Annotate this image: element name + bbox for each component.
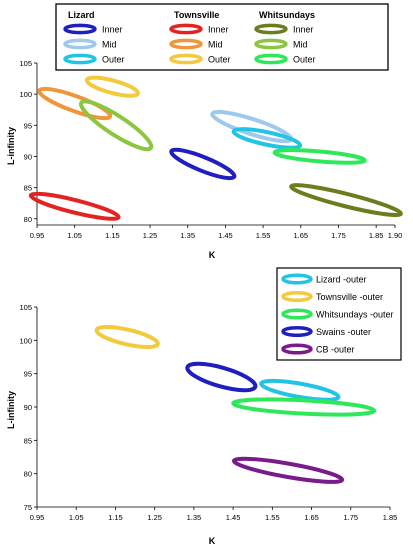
- legend-swatch: [281, 325, 313, 338]
- legend-label: Inner: [293, 25, 314, 35]
- chart-top: Lizard Townsville Whitsundays Inner Mid Ou…: [6, 3, 403, 260]
- x-tick-label: 1.65: [304, 513, 319, 522]
- legend-label: Lizard -outer: [316, 275, 367, 285]
- ellipse-townsville-inner: [28, 191, 121, 221]
- legend-group-title: Lizard: [68, 10, 95, 20]
- legend-group-title: Townsville: [174, 10, 219, 20]
- x-tick-label: 1.25: [143, 231, 158, 240]
- y-tick-label: 80: [24, 215, 32, 224]
- x-tick-label: 0.95: [30, 231, 45, 240]
- y-axis-label: L-infinity: [6, 391, 16, 429]
- legend-top-box: [55, 3, 389, 71]
- y-tick-label: 95: [24, 121, 32, 130]
- ellipse-whitsundays-outer: [272, 148, 367, 165]
- legend-group-title: Whitsundays: [259, 10, 315, 20]
- legend-label: Outer: [293, 55, 316, 65]
- x-axis-label: K: [209, 250, 216, 260]
- y-tick-label: 80: [24, 470, 32, 479]
- y-tick-label: 100: [19, 90, 32, 99]
- legend-label: Outer: [102, 55, 125, 65]
- legend-label: Whitsundays -outer: [316, 310, 394, 320]
- x-tick-label: 1.65: [293, 231, 308, 240]
- x-tick-label: 1.35: [187, 513, 202, 522]
- ellipse-lizard-outer: [259, 378, 341, 402]
- y-tick-label: 90: [24, 403, 32, 412]
- y-tick-label: 100: [19, 336, 32, 345]
- y-tick-label: 85: [24, 184, 32, 193]
- legend-label: Mid: [102, 40, 117, 50]
- legend-label: Outer: [208, 55, 231, 65]
- axis-ticks: 0.95 1.05 1.15 1.25 1.35 1.45 1.55 1.65 1.75 1.85…: [19, 303, 397, 522]
- x-tick-label: 1.35: [180, 231, 195, 240]
- ellipse-swains-outer: [185, 361, 258, 393]
- ellipse-whitsundays-inner: [289, 183, 403, 218]
- legend-top-items: Inner Mid Outer Inner Mid Outer Inner Mid Outer: [63, 23, 316, 65]
- x-tick-label: 1.85: [369, 231, 384, 240]
- legend-swatch: [169, 23, 203, 35]
- legend-swatch: [63, 53, 97, 65]
- data-ellipses: [94, 324, 377, 484]
- y-tick-label: 85: [24, 436, 32, 445]
- x-tick-label: 1.25: [147, 513, 162, 522]
- x-axis-label: K: [209, 536, 216, 546]
- x-tick-label: 1.75: [343, 513, 358, 522]
- legend-swatch: [254, 23, 288, 35]
- x-tick-label: 1.55: [265, 513, 280, 522]
- legend-label: Mid: [208, 40, 223, 50]
- legend-swatch: [281, 273, 313, 285]
- legend-label: Inner: [102, 25, 123, 35]
- legend-swatch: [254, 38, 288, 50]
- x-tick-label: 1.85: [383, 513, 398, 522]
- legend-label: CB -outer: [316, 345, 355, 355]
- legend-swatch: [63, 38, 97, 50]
- legend-label: Townsville -outer: [316, 292, 383, 302]
- x-tick-label: 0.95: [30, 513, 45, 522]
- x-tick-label: 1.55: [256, 231, 271, 240]
- legend-swatch: [63, 23, 97, 35]
- y-tick-label: 95: [24, 370, 32, 379]
- legend-bottom-items: Lizard -outer Townsville -outer Whitsunday…: [281, 273, 394, 355]
- ellipse-townsville-outer: [84, 75, 140, 98]
- legend-swatch: [281, 308, 313, 320]
- ellipse-lizard-outer: [231, 127, 303, 150]
- x-tick-label: 1.05: [69, 513, 84, 522]
- y-axis-label: L-infinity: [6, 127, 16, 165]
- legend-label: Swains -outer: [316, 327, 371, 337]
- legend-swatch: [169, 53, 203, 65]
- x-tick-label: 1.90: [388, 231, 403, 240]
- x-tick-label: 1.45: [218, 231, 233, 240]
- ellipse-lizard-inner: [169, 147, 237, 181]
- legend-label: Mid: [293, 40, 308, 50]
- ellipse-cb-outer: [231, 456, 345, 484]
- y-tick-label: 105: [19, 303, 32, 312]
- x-tick-label: 1.05: [67, 231, 82, 240]
- chart-bottom: 0.95 1.05 1.15 1.25 1.35 1.45 1.55 1.65 1.75 1.85…: [6, 267, 402, 546]
- legend-swatch: [281, 290, 313, 303]
- data-ellipses: [28, 75, 403, 221]
- ellipse-whitsundays-outer: [231, 397, 377, 417]
- y-tick-label: 90: [24, 152, 32, 161]
- legend-swatch: [169, 38, 203, 50]
- x-tick-label: 1.45: [226, 513, 241, 522]
- x-tick-label: 1.15: [105, 231, 120, 240]
- y-tick-label: 75: [24, 503, 32, 512]
- y-tick-label: 105: [19, 59, 32, 68]
- x-tick-label: 1.15: [108, 513, 123, 522]
- legend-swatch: [254, 53, 288, 65]
- ellipse-townsville-outer: [94, 324, 160, 350]
- x-tick-label: 1.75: [331, 231, 346, 240]
- axis-ticks: 0.95 1.05 1.15 1.25 1.35 1.45 1.55 1.65 1.75 1.85…: [19, 59, 402, 240]
- ellipse-townsville-mid: [37, 86, 113, 121]
- legend-label: Inner: [208, 25, 229, 35]
- ellipse-whitsundays-mid: [79, 99, 154, 152]
- legend-swatch: [281, 343, 313, 355]
